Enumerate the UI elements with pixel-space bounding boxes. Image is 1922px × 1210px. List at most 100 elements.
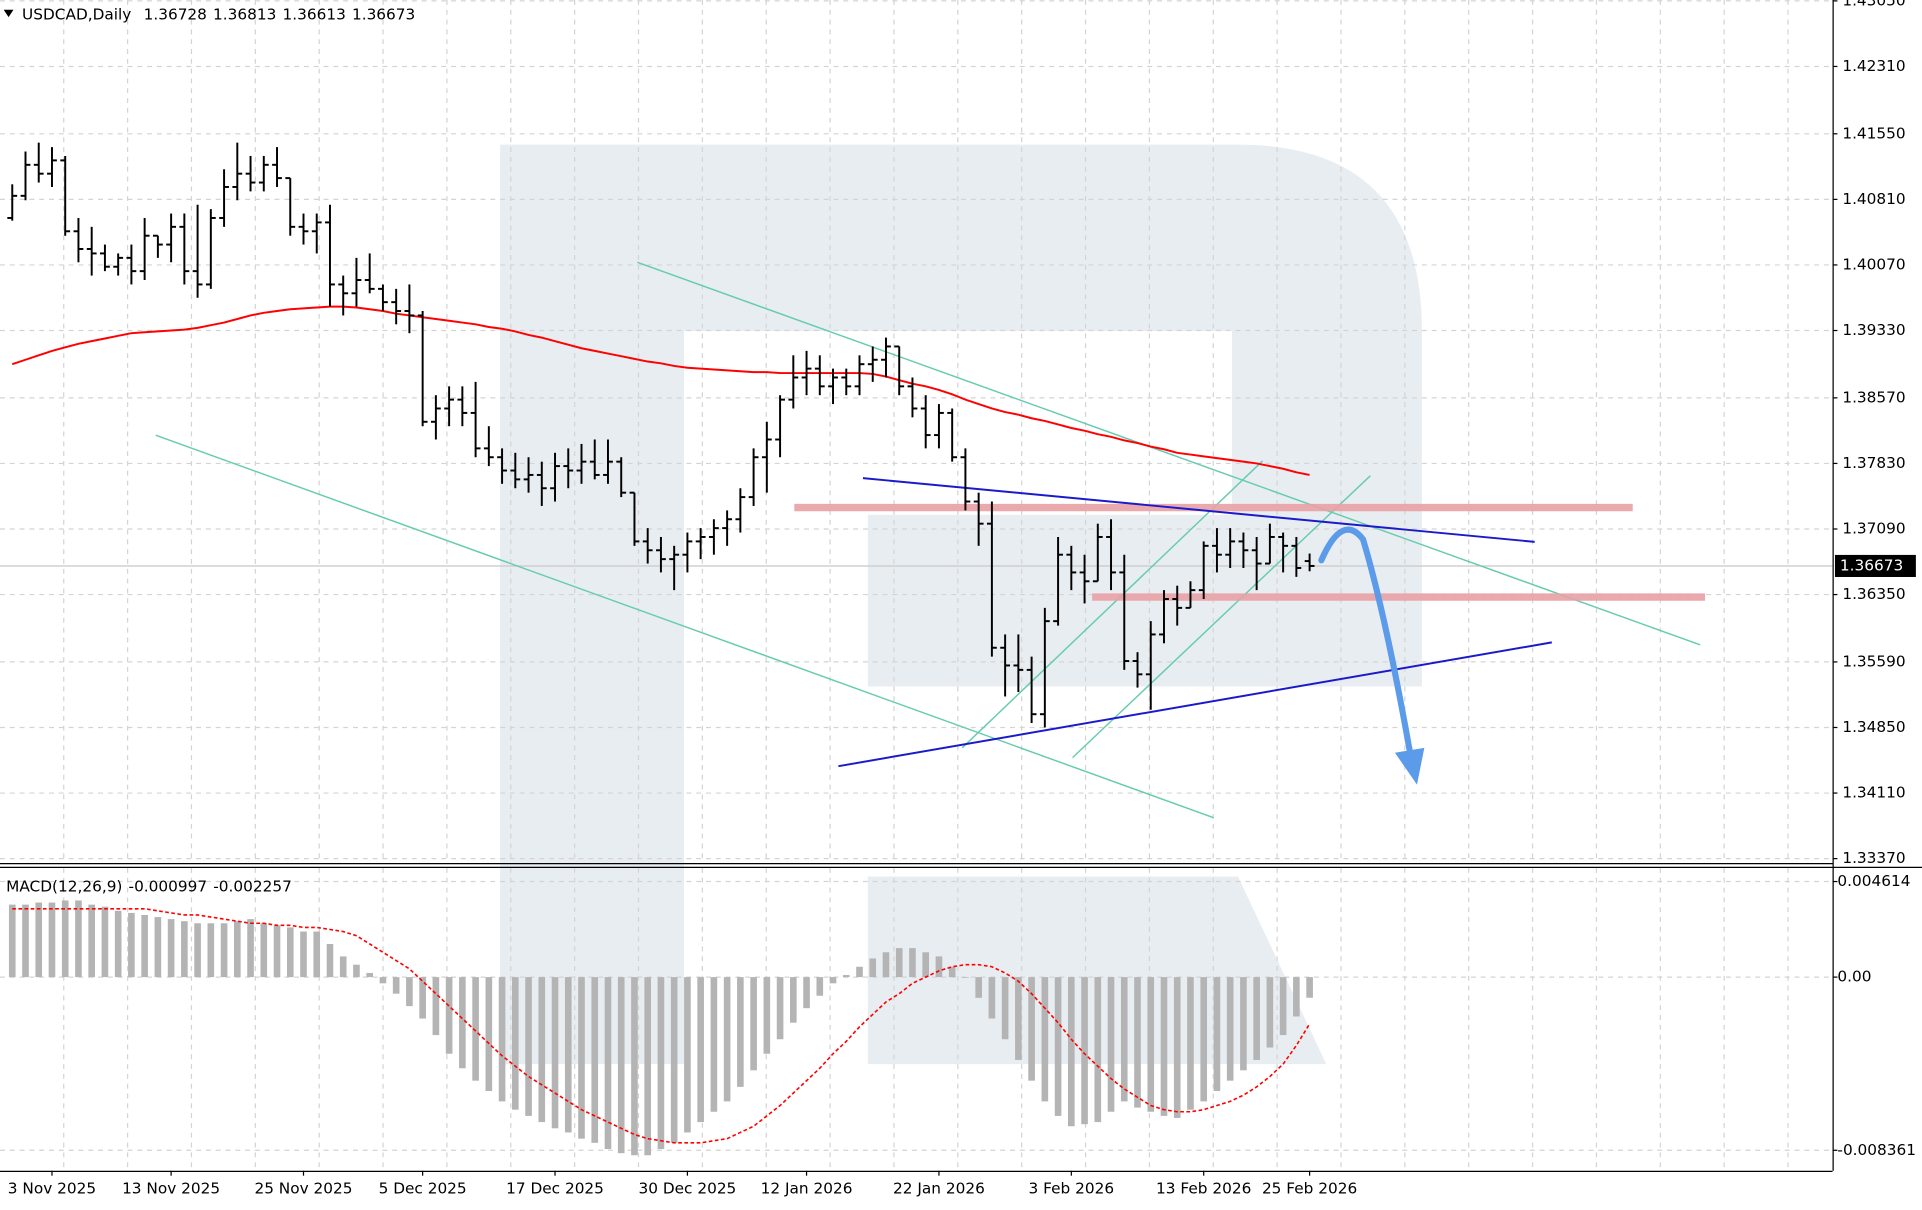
macd-bar <box>975 977 982 998</box>
y-tick-label: 1.34110 <box>1842 784 1905 802</box>
macd-bar <box>512 977 519 1110</box>
x-tick-label: 17 Dec 2025 <box>506 1180 604 1198</box>
signal-line <box>12 907 1311 1144</box>
macd-bar <box>366 972 374 978</box>
macd-bar <box>1068 977 1075 1127</box>
macd-bar <box>1015 977 1022 1060</box>
macd-bar <box>233 921 241 978</box>
header-close: 1.36673 <box>352 5 415 23</box>
macd-bar <box>962 977 969 978</box>
triangle-line <box>838 641 1552 768</box>
y-tick-label: 1.33370 <box>1842 849 1905 867</box>
y-tick-label: 1.34850 <box>1842 718 1905 736</box>
macd-bar <box>670 977 678 1143</box>
signal-value: -0.002257 <box>213 877 292 895</box>
macd-bar <box>154 917 162 978</box>
macd-bar <box>988 977 996 1019</box>
header-high: 1.36813 <box>213 5 276 23</box>
macd-bar <box>869 958 877 978</box>
macd-bar <box>564 977 572 1133</box>
macd-bar <box>1134 977 1141 1108</box>
macd-bar <box>432 977 440 1036</box>
macd-bar <box>895 948 903 978</box>
macd-bar <box>313 931 321 978</box>
macd-bar <box>922 952 930 978</box>
macd-bar <box>8 904 16 978</box>
macd-bar <box>167 919 175 978</box>
triangle-line <box>862 477 1535 543</box>
y-tick-label: 1.36350 <box>1842 585 1905 603</box>
macd-bar <box>684 977 691 1133</box>
macd-bar <box>379 977 387 984</box>
y-tick-label: 1.40810 <box>1842 190 1905 208</box>
macd-bar <box>842 975 850 978</box>
x-tick-label: 3 Feb 2026 <box>1029 1180 1115 1198</box>
macd-header: MACD(12,26,9) -0.000997 -0.002257 <box>6 877 292 895</box>
macd-bar <box>419 977 426 1019</box>
macd-bar <box>114 910 122 978</box>
y-tick-label: 1.39330 <box>1842 321 1905 339</box>
macd-bar <box>353 964 360 978</box>
macd-bar <box>472 977 479 1081</box>
header-low: 1.36613 <box>283 5 346 23</box>
drawings <box>155 261 1706 819</box>
macd-bar <box>194 923 201 978</box>
macd-bar <box>710 977 718 1112</box>
macd-bar <box>88 904 95 978</box>
macd-bar <box>339 956 347 978</box>
macd-bar <box>657 977 665 1150</box>
y-tick-label: 1.43050 <box>1842 0 1905 9</box>
macd-bar <box>882 952 890 978</box>
y-tick-label: 1.41550 <box>1842 124 1905 142</box>
macd-bar <box>776 977 784 1040</box>
macd-bar <box>1160 977 1168 1116</box>
macd-bar <box>790 977 797 1023</box>
macd-bar <box>1147 977 1155 1112</box>
macd-bar <box>48 902 56 978</box>
macd-bar <box>829 977 837 984</box>
macd-bar <box>578 977 585 1139</box>
macd-bar <box>1094 977 1102 1123</box>
y-tick-label: -0.008361 <box>1837 1141 1916 1159</box>
macd-value: -0.000997 <box>129 877 208 895</box>
macd-bar <box>604 977 612 1150</box>
macd-bar <box>1173 977 1181 1118</box>
x-tick-label: 5 Dec 2025 <box>379 1180 467 1198</box>
macd-bar <box>1187 977 1194 1110</box>
macd-bar <box>697 977 704 1123</box>
trend-line <box>637 261 1701 646</box>
macd-bar <box>35 902 43 978</box>
x-tick-label: 13 Feb 2026 <box>1156 1180 1251 1198</box>
macd-bar <box>1240 977 1247 1071</box>
macd-bar <box>909 948 916 978</box>
y-tick-label: 1.37830 <box>1842 454 1905 472</box>
macd-bar <box>273 925 281 978</box>
macd-bar <box>101 906 109 978</box>
chart-header: USDCAD,Daily 1.36728 1.36813 1.36613 1.36673 <box>22 5 415 23</box>
x-tick-label: 25 Nov 2025 <box>254 1180 352 1198</box>
macd-bar <box>551 977 559 1129</box>
last-price-box <box>1834 554 1916 577</box>
macd-bar <box>61 900 69 978</box>
macd-bar <box>617 977 625 1154</box>
macd-bar <box>1028 977 1035 1081</box>
macd-bar <box>1213 977 1221 1092</box>
watermark-r-body <box>500 144 1422 1065</box>
frame <box>0 0 1922 1176</box>
macd-bar <box>1293 977 1300 1017</box>
watermark-r-leg <box>867 876 1327 1065</box>
x-tick-label: 13 Nov 2025 <box>122 1180 220 1198</box>
macd-bar <box>1279 977 1287 1036</box>
macd-bar <box>525 977 532 1116</box>
macd-bar <box>737 977 744 1087</box>
menu-triangle[interactable] <box>3 9 14 18</box>
macd-bar <box>1041 977 1049 1102</box>
x-tick-label: 30 Dec 2025 <box>638 1180 736 1198</box>
macd-bar <box>856 966 863 978</box>
header-open: 1.36728 <box>144 5 207 23</box>
macd-bar <box>816 977 824 996</box>
macd-bar <box>1253 977 1260 1060</box>
macd-bar <box>1107 977 1115 1112</box>
